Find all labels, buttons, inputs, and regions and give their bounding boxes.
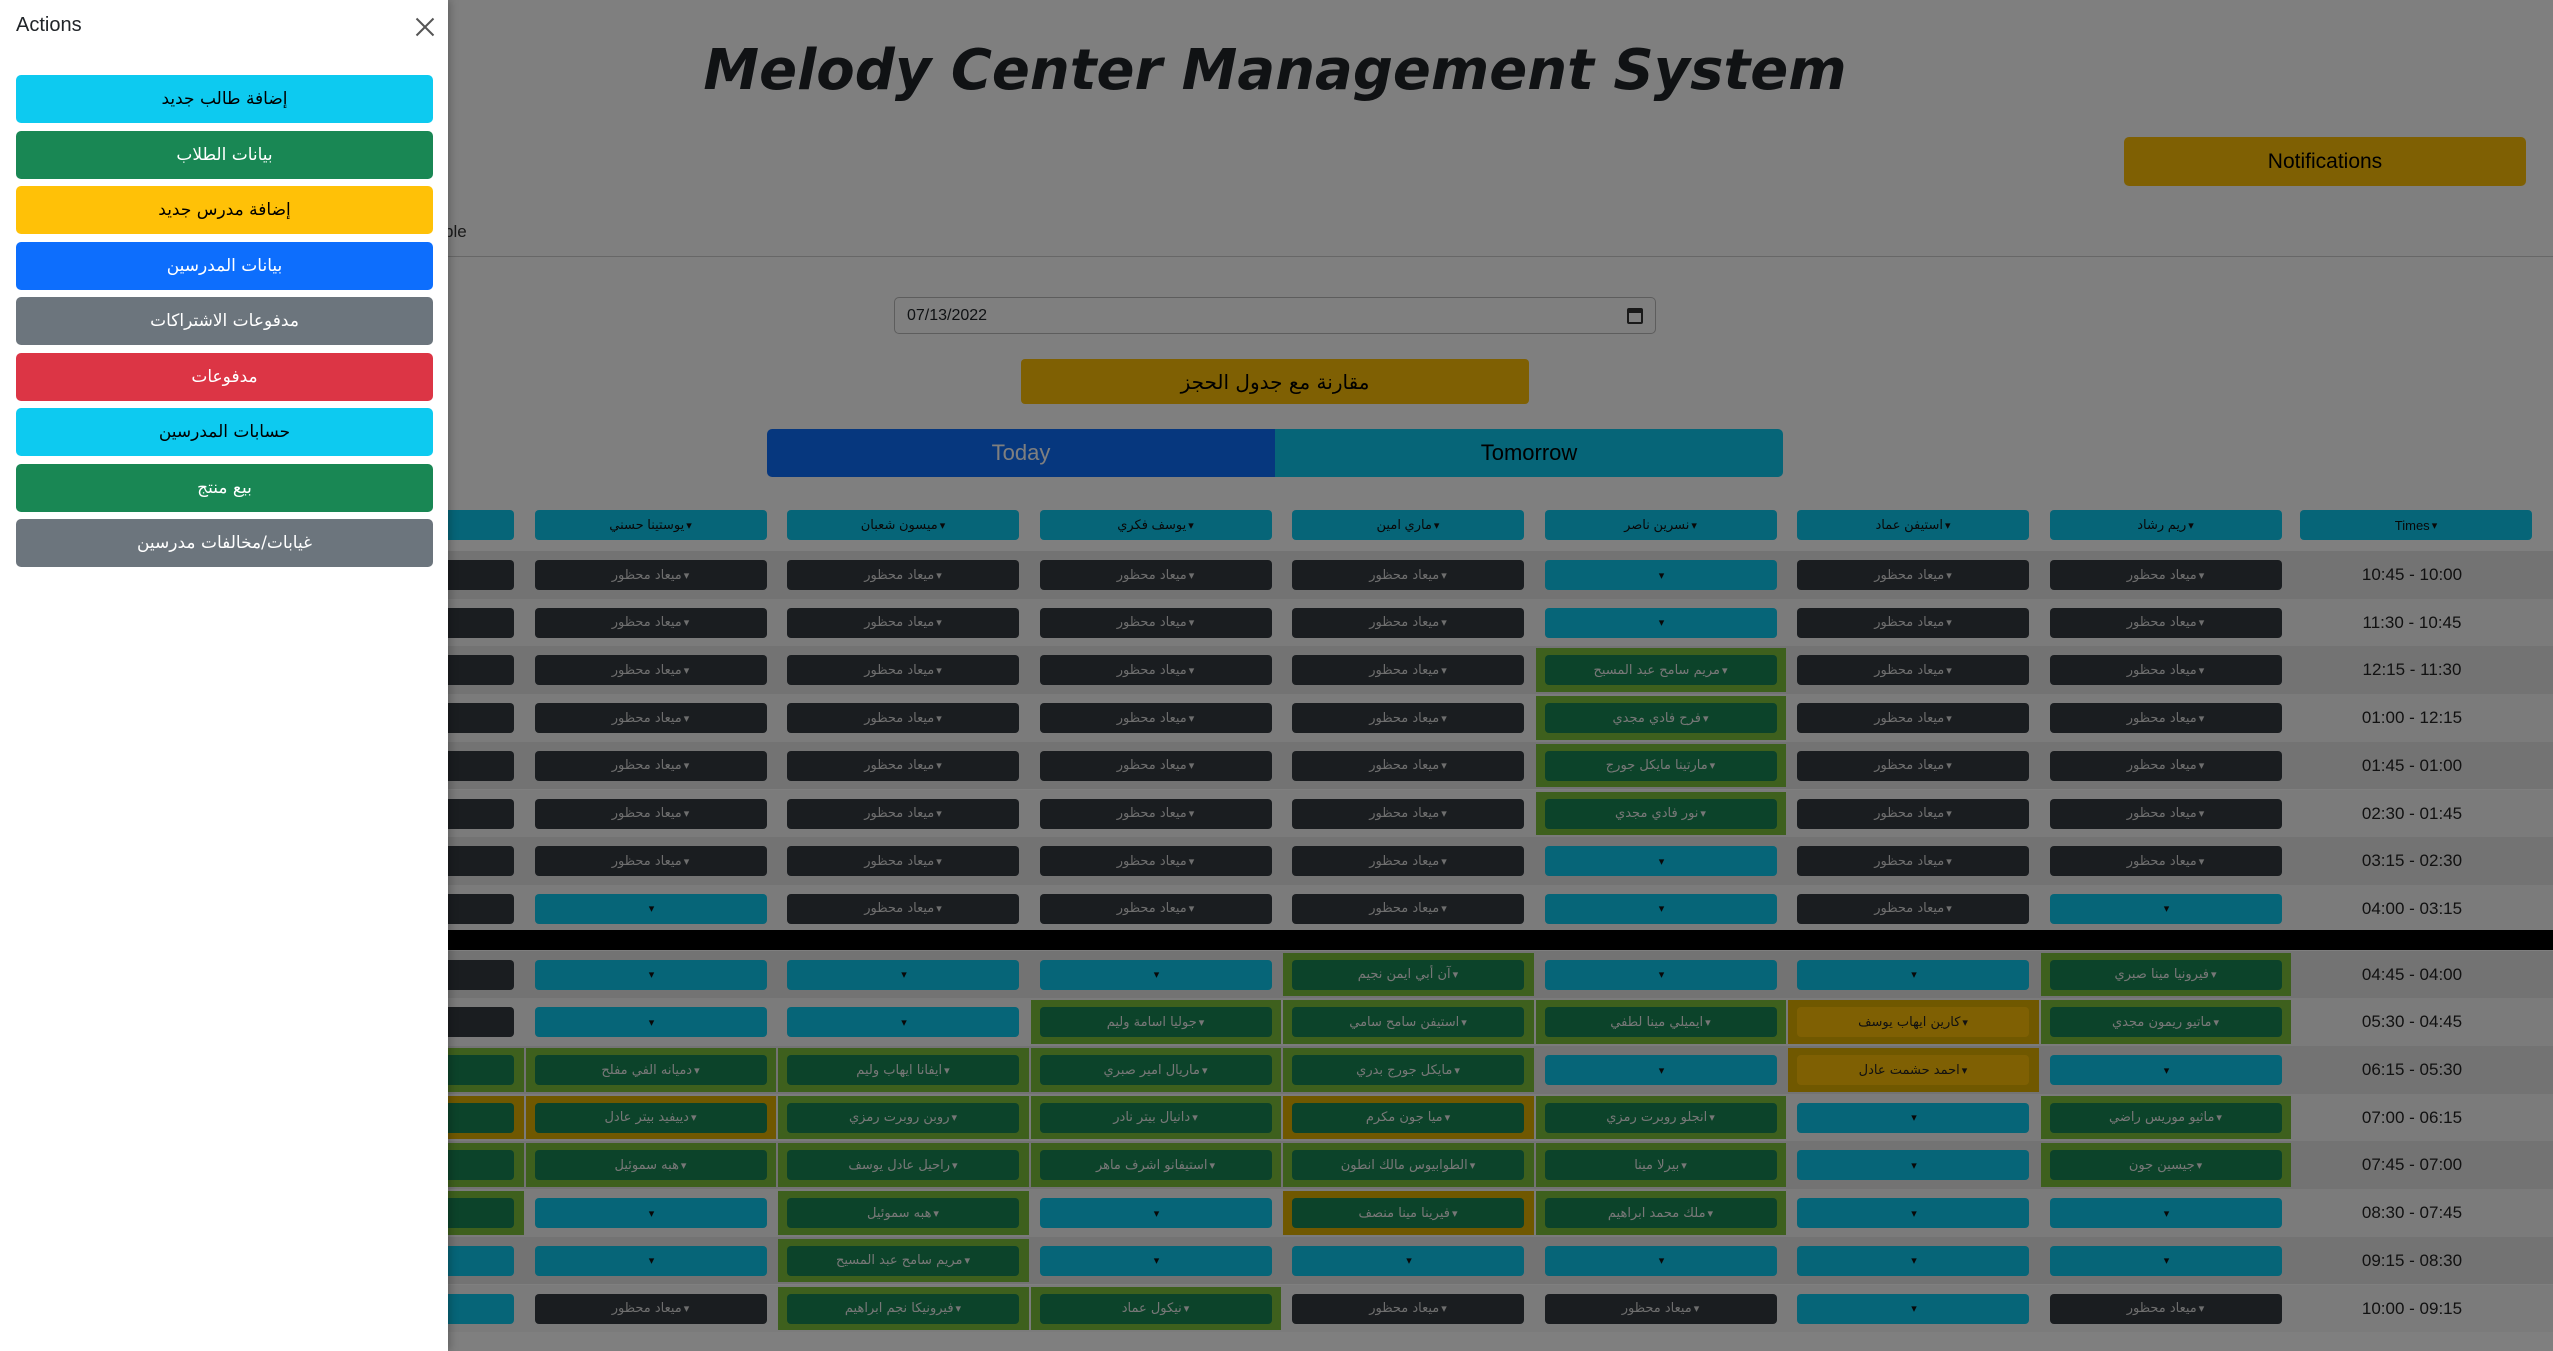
drawer-action-button[interactable]: بيع منتج <box>16 463 433 512</box>
drawer-action-button[interactable]: مدفوعات الاشتراكات <box>16 297 433 345</box>
drawer-action-button[interactable]: بيانات الطلاب <box>16 130 433 179</box>
drawer-action-button[interactable]: إضافة مدرس جديد <box>16 186 433 234</box>
drawer-action-button[interactable]: غيابات/مخالفات مدرسين <box>16 519 433 567</box>
drawer-action-button[interactable]: مدفوعات <box>16 352 433 401</box>
drawer-title: Actions <box>16 14 82 36</box>
drawer-action-button[interactable]: حسابات المدرسين <box>16 408 433 456</box>
drawer-action-button[interactable]: بيانات المدرسين <box>16 241 433 290</box>
close-icon[interactable] <box>412 14 438 40</box>
actions-drawer: Actions إضافة طالب جديد بيانات الطلاب إضاف… <box>0 0 448 1351</box>
drawer-action-button[interactable]: إضافة طالب جديد <box>16 75 433 123</box>
